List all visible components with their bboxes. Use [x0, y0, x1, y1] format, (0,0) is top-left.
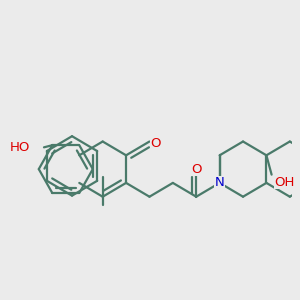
Text: HO: HO — [10, 141, 31, 154]
Text: O: O — [191, 163, 202, 176]
Text: O: O — [150, 137, 161, 150]
Text: N: N — [215, 176, 224, 189]
Text: OH: OH — [275, 176, 295, 189]
